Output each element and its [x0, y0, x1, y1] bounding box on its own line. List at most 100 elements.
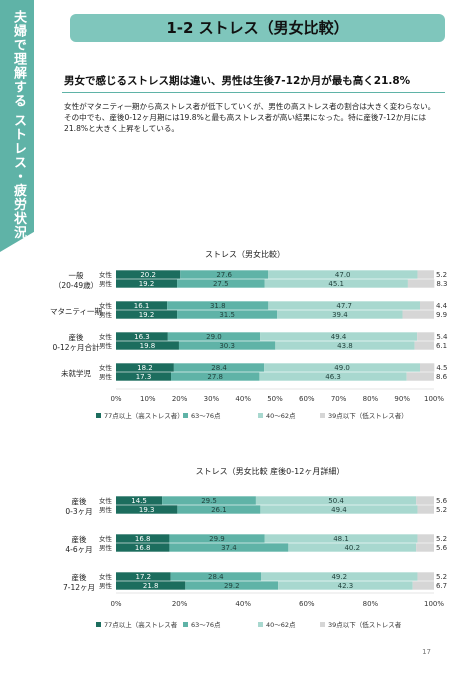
data-label: 9.9	[436, 311, 447, 319]
group-label: 産後	[72, 534, 87, 544]
row-label: 男性	[99, 372, 113, 381]
data-label: 28.4	[211, 364, 227, 372]
group-label: 7-12ヶ月	[63, 583, 95, 592]
legend-label: 63〜76点	[191, 621, 221, 629]
data-label: 39.4	[332, 311, 348, 319]
data-label: 31.5	[219, 311, 235, 319]
data-label: 46.3	[325, 373, 341, 381]
data-label: 19.2	[139, 311, 155, 319]
bar-segment	[116, 301, 168, 310]
bar-segment	[402, 310, 434, 319]
bar-segment	[416, 496, 434, 505]
row-label: 女性	[99, 363, 113, 372]
group-label: 一般	[69, 270, 84, 280]
bar-segment	[417, 332, 435, 341]
data-label: 16.1	[134, 302, 150, 310]
x-tick-label: 10%	[140, 395, 156, 403]
bar-segment	[177, 279, 265, 288]
data-label: 43.8	[337, 342, 353, 350]
chart1-title: ストレス（男女比較）	[205, 250, 285, 259]
row-label: 男性	[99, 543, 113, 552]
data-label: 29.2	[224, 582, 240, 590]
data-label: 5.2	[436, 506, 447, 514]
group-label: 0-12ヶ月合計	[52, 342, 100, 352]
bar-segment	[116, 332, 168, 341]
bar-segment	[116, 341, 179, 350]
data-label: 49.2	[331, 573, 347, 581]
body-line-1: 女性がマタニティ一期から高ストレス者が低下していくが、男性の高ストレス者の割合は…	[64, 102, 436, 111]
x-tick-label: 20%	[172, 395, 188, 403]
data-label: 16.3	[134, 333, 150, 341]
bar-segment	[116, 543, 170, 552]
data-label: 17.3	[136, 373, 152, 381]
bar-segment	[260, 332, 418, 341]
x-tick-label: 100%	[424, 600, 444, 608]
bar-segment	[169, 534, 265, 543]
legend-label: 39点以下（低ストレス者	[328, 620, 402, 629]
bar-segment	[178, 341, 276, 350]
data-label: 49.4	[331, 333, 347, 341]
bar-segment	[264, 534, 418, 543]
legend-swatch	[96, 622, 101, 627]
data-label: 47.7	[336, 302, 352, 310]
data-label: 49.4	[331, 506, 347, 514]
page-number: 17	[422, 648, 431, 656]
bar-segment	[261, 572, 418, 581]
x-tick-label: 100%	[424, 395, 444, 403]
group-label: 0-3ヶ月	[65, 507, 92, 516]
data-label: 20.2	[140, 271, 156, 279]
data-label: 5.2	[436, 573, 447, 581]
group-label: 産後	[72, 572, 87, 582]
headline: 男女で感じるストレス期は違い、男性は生後7-12か月が最も高く21.8%	[64, 75, 411, 87]
group-label: 未就学児	[61, 368, 91, 378]
data-label: 49.0	[334, 364, 350, 372]
bar-segment	[414, 341, 434, 350]
bar-segment	[167, 332, 261, 341]
bar-segment	[420, 301, 434, 310]
data-label: 5.4	[436, 333, 448, 341]
data-label: 26.1	[211, 506, 227, 514]
legend-label: 63〜76点	[191, 412, 221, 420]
data-label: 37.4	[221, 544, 237, 552]
bar-segment	[420, 363, 435, 372]
legend-swatch	[96, 413, 101, 418]
data-label: 8.3	[436, 280, 447, 288]
bar-segment	[116, 310, 178, 319]
data-label: 27.5	[213, 280, 229, 288]
data-label: 18.2	[137, 364, 153, 372]
bar-segment	[407, 279, 435, 288]
x-tick-label: 50%	[267, 395, 283, 403]
data-label: 42.3	[338, 582, 354, 590]
legend-swatch	[320, 622, 325, 627]
bar-segment	[177, 310, 278, 319]
x-tick-label: 90%	[394, 395, 410, 403]
x-tick-label: 40%	[235, 600, 251, 608]
bar-segment	[264, 363, 421, 372]
data-label: 29.0	[206, 333, 222, 341]
legend-label: 77点以上（高ストレス者）	[104, 411, 184, 420]
bar-segment	[260, 505, 418, 514]
x-tick-label: 0%	[110, 395, 121, 403]
data-label: 19.2	[139, 280, 155, 288]
bar-segment	[116, 534, 170, 543]
side-tab-label: 夫婦で理解する ストレス・疲労状況	[11, 10, 26, 240]
legend-swatch	[258, 413, 263, 418]
legend-swatch	[320, 413, 325, 418]
data-label: 28.4	[208, 573, 224, 581]
bar-segment	[116, 363, 174, 372]
group-label: マタニティ一期	[50, 307, 102, 316]
row-label: 男性	[99, 505, 113, 514]
data-label: 27.8	[207, 373, 223, 381]
body-line-2: その中でも、産後0-12ヶ月期には19.8%と最も高ストレス者が高い結果になった…	[64, 113, 427, 133]
bar-segment	[417, 534, 434, 543]
bar-segment	[417, 270, 434, 279]
data-label: 19.3	[139, 506, 155, 514]
bar-segment	[417, 572, 434, 581]
group-label: 産後	[69, 332, 84, 342]
group-label: 産後	[72, 496, 87, 506]
data-label: 31.8	[210, 302, 226, 310]
bar-segment	[116, 505, 178, 514]
data-label: 40.2	[344, 544, 360, 552]
